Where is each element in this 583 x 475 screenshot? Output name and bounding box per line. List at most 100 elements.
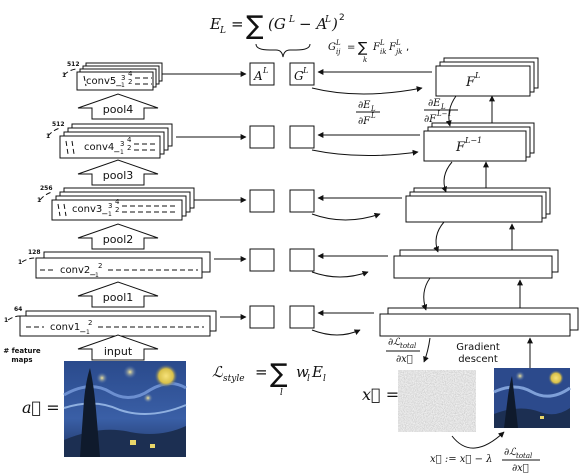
f-second-sup: L−1 bbox=[464, 136, 482, 145]
el-body: (G bbox=[268, 15, 286, 33]
x-vec-label: x⃗ = bbox=[362, 385, 399, 404]
g-box-2 bbox=[290, 249, 314, 271]
a-top-label: A bbox=[253, 69, 263, 83]
gram-equation: G L ij = ∑ k F L ik F L jk , bbox=[328, 39, 409, 64]
conv4-sup2: 4 bbox=[127, 136, 132, 144]
pool3-arrow: pool3 bbox=[78, 160, 158, 185]
conv2-sup1: 2 bbox=[98, 262, 102, 270]
gradient-line2: descent bbox=[458, 354, 498, 365]
conv5-channels: 512 bbox=[67, 61, 80, 68]
style-E: E bbox=[311, 363, 323, 381]
f-top-sup: L bbox=[474, 71, 480, 80]
conv2-channels: 128 bbox=[28, 249, 41, 256]
conv2-block: conv2_ 1 2 128 1 bbox=[18, 249, 210, 279]
a-box-4 bbox=[250, 126, 274, 148]
el-square: 2 bbox=[339, 13, 345, 23]
gradient-line1: Gradient bbox=[456, 342, 500, 353]
style-w-sub: l bbox=[307, 374, 310, 384]
conv5-label: conv5_ bbox=[86, 76, 122, 87]
pool4-label: pool4 bbox=[103, 103, 134, 116]
el-sigma: ∑ bbox=[246, 11, 264, 41]
dl-num-sub: total bbox=[400, 342, 416, 350]
conv5-sup3: 2 bbox=[128, 78, 132, 86]
a-top-sup: L bbox=[262, 66, 268, 75]
conv3-min: 1 bbox=[37, 197, 41, 204]
dl-dx-label: ∂ℒ total ∂x⃗ bbox=[386, 337, 420, 365]
conv1-label: conv1_ bbox=[50, 322, 86, 333]
noise-image bbox=[398, 370, 476, 432]
conv4-sup1: 3 bbox=[120, 140, 124, 148]
style-E-sub: l bbox=[323, 374, 326, 384]
el-sup2: L bbox=[324, 15, 331, 25]
feature-maps-line2: maps bbox=[11, 356, 32, 364]
conv4-sup3: 2 bbox=[127, 144, 131, 152]
style-loss-equation: ℒ style = ∑ l w l E l bbox=[212, 359, 326, 398]
style-boxes: A L G L bbox=[250, 63, 314, 328]
conv4-channels: 512 bbox=[52, 121, 65, 128]
upd-lhs: x⃗ := x⃗ − λ bbox=[430, 454, 492, 465]
g1-den: ∂F bbox=[358, 116, 371, 127]
conv2-label: conv2_ bbox=[60, 265, 96, 276]
a-vec-label: a⃗ = bbox=[22, 398, 60, 417]
gram-k: k bbox=[363, 56, 367, 64]
style-eq: = bbox=[255, 363, 268, 381]
g2-num: ∂E bbox=[428, 98, 441, 109]
dl-den: ∂x⃗ bbox=[396, 354, 413, 365]
conv4-sub: 1 bbox=[120, 149, 124, 156]
gram-eq: = bbox=[347, 42, 355, 53]
conv1-sub: 1 bbox=[86, 329, 90, 336]
conv1-sup1: 2 bbox=[88, 319, 92, 327]
content-image bbox=[64, 361, 186, 457]
grad-to-noise-arrow bbox=[424, 338, 430, 362]
conv1-block: conv1_ 1 2 64 1 bbox=[4, 306, 216, 336]
el-minus: − A bbox=[299, 15, 327, 33]
g-top-sup: L bbox=[302, 66, 308, 75]
input-arrow: input bbox=[78, 335, 158, 360]
gram-sub: ij bbox=[336, 48, 341, 56]
gram-f1-sup: L bbox=[379, 39, 385, 47]
conv3-label: conv3_ bbox=[72, 204, 108, 215]
result-image bbox=[494, 368, 570, 428]
gram-sup: L bbox=[335, 39, 341, 47]
el-sup1: L bbox=[288, 15, 295, 25]
conv3-channels: 256 bbox=[40, 185, 53, 192]
pool3-label: pool3 bbox=[103, 169, 134, 182]
el-close: ) bbox=[331, 15, 338, 33]
style-sum: ∑ bbox=[270, 359, 288, 389]
gram-sum: ∑ bbox=[358, 40, 368, 56]
conv3-sup2: 4 bbox=[115, 198, 120, 206]
upd-den: ∂x⃗ bbox=[512, 463, 529, 474]
upd-num-sub: total bbox=[516, 452, 532, 460]
conv5-sup1: 3 bbox=[121, 74, 125, 82]
style-sub: style bbox=[223, 374, 245, 384]
conv3-sup1: 3 bbox=[108, 202, 112, 210]
update-curve-arrow bbox=[452, 432, 504, 448]
a-box-3 bbox=[250, 190, 274, 212]
conv5-sub: 1 bbox=[121, 82, 125, 89]
pool2-label: pool2 bbox=[103, 233, 134, 246]
right-stack: F L F L−1 bbox=[380, 58, 578, 336]
conv3-sub: 1 bbox=[108, 211, 112, 218]
style-l: l bbox=[280, 388, 283, 398]
g-box-3 bbox=[290, 190, 314, 212]
el-sub: L bbox=[219, 26, 226, 36]
gram-g: G bbox=[328, 42, 336, 53]
curly-brace bbox=[256, 44, 310, 57]
conv3-sup3: 2 bbox=[115, 206, 119, 214]
pool4-arrow: pool4 bbox=[78, 94, 158, 119]
g1-num: ∂E bbox=[358, 100, 371, 111]
input-label: input bbox=[104, 345, 133, 358]
conv3-block: conv3_ 1 3 4 2 256 1 bbox=[37, 185, 194, 220]
g-box-1 bbox=[290, 306, 314, 328]
conv4-label: conv4_ bbox=[84, 142, 120, 153]
pool1-label: pool1 bbox=[103, 291, 134, 304]
el-equation: E L = ∑ (G L − A L ) 2 bbox=[209, 11, 345, 41]
pool2-arrow: pool2 bbox=[78, 224, 158, 249]
conv2-sub: 1 bbox=[95, 272, 99, 279]
g-box-4 bbox=[290, 126, 314, 148]
gram-comma: , bbox=[406, 42, 409, 53]
grad-top-label: ∂E L ∂F L bbox=[356, 100, 380, 127]
a-box-2 bbox=[250, 249, 274, 271]
a-box-1 bbox=[250, 306, 274, 328]
